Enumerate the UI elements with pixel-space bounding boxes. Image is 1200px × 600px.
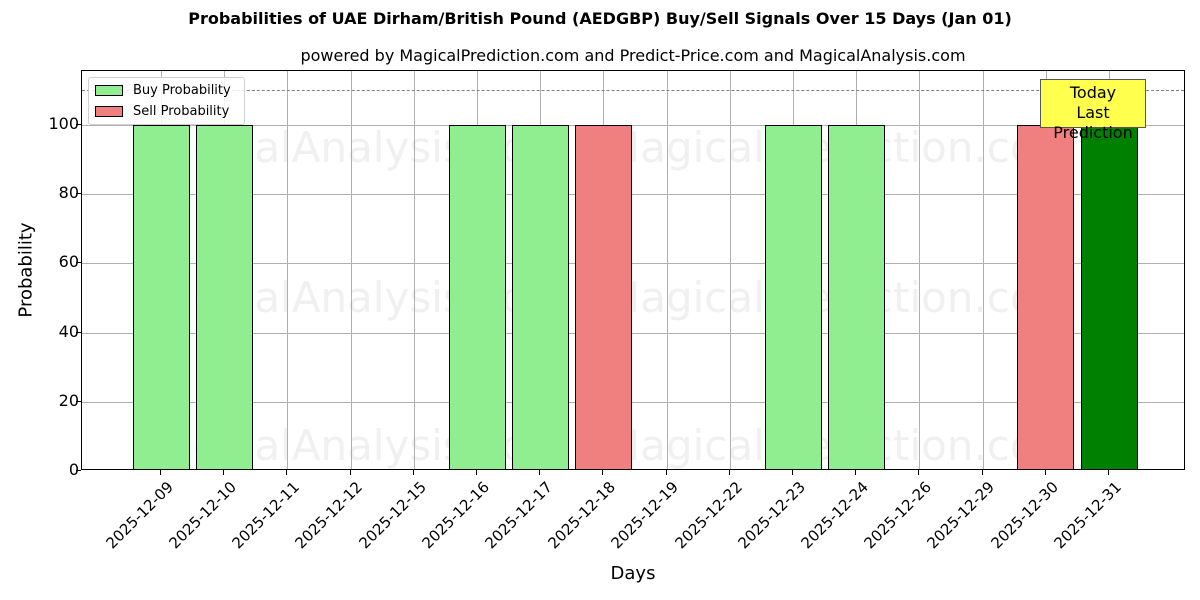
x-tick-label: 2025-12-09 xyxy=(102,478,177,553)
x-tick-mark xyxy=(412,470,414,475)
x-tick-label: 2025-12-30 xyxy=(987,478,1062,553)
buy-bar xyxy=(511,125,569,469)
y-tick-label: 0 xyxy=(68,460,79,479)
grid-line-h xyxy=(82,401,1184,403)
grid-line-v xyxy=(287,71,289,469)
x-tick-label: 2025-12-10 xyxy=(165,478,240,553)
legend-label-sell: Sell Probability xyxy=(133,104,230,119)
x-tick-label: 2025-12-18 xyxy=(544,478,620,553)
x-tick-mark xyxy=(160,470,161,475)
legend-item-buy: Buy Probability xyxy=(95,83,231,98)
buy-bar xyxy=(1080,125,1138,469)
grid-line-v xyxy=(666,71,668,469)
reference-line xyxy=(82,90,1184,92)
plot-area: MagicalAnalysis.comMagicalPrediction.com… xyxy=(81,70,1185,470)
x-tick-mark xyxy=(349,470,351,475)
legend-label-buy: Buy Probability xyxy=(133,83,231,98)
x-tick-label: 2025-12-17 xyxy=(481,478,556,553)
buy-swatch-icon xyxy=(95,85,123,96)
y-tick-mark xyxy=(76,124,81,125)
buy-bar xyxy=(195,125,253,469)
annotation-line-1: Today xyxy=(1069,83,1117,102)
chart-title: Probabilities of UAE Dirham/British Poun… xyxy=(188,9,1012,28)
x-tick-mark xyxy=(1108,470,1109,475)
x-tick-mark xyxy=(1044,470,1046,475)
x-tick-mark xyxy=(665,470,667,475)
x-tick-label: 2025-12-16 xyxy=(418,478,493,553)
sell-swatch-icon xyxy=(95,106,123,117)
legend-item-sell: Sell Probability xyxy=(95,104,229,119)
y-tick-mark xyxy=(76,400,81,402)
y-tick-mark xyxy=(76,331,81,333)
y-tick-label: 20 xyxy=(58,390,79,410)
grid-line-v xyxy=(413,71,415,469)
buy-bar xyxy=(448,125,506,469)
x-tick-mark xyxy=(223,470,225,475)
x-tick-label: 2025-12-26 xyxy=(860,478,936,553)
x-tick-label: 2025-12-15 xyxy=(355,478,430,553)
annotation-line-2: Last Prediction xyxy=(1053,103,1133,142)
x-tick-label: 2025-12-31 xyxy=(1050,478,1125,553)
y-tick-label: 40 xyxy=(58,321,79,341)
y-tick-mark xyxy=(76,193,81,195)
x-tick-mark xyxy=(792,470,793,475)
x-axis-label: Days xyxy=(610,563,656,584)
x-tick-mark xyxy=(539,470,541,475)
x-tick-label: 2025-12-12 xyxy=(291,478,367,553)
x-tick-label: 2025-12-11 xyxy=(228,478,304,553)
grid-line-h xyxy=(82,194,1184,196)
grid-line-v xyxy=(982,71,984,469)
x-tick-mark xyxy=(728,470,730,475)
x-tick-mark xyxy=(981,470,983,475)
y-tick-mark xyxy=(76,470,81,471)
x-tick-label: 2025-12-23 xyxy=(734,478,809,553)
sell-bar xyxy=(1017,125,1075,469)
chart-subtitle: powered by MagicalPrediction.com and Pre… xyxy=(300,46,966,65)
y-axis-label: Probability xyxy=(15,222,37,318)
grid-line-h xyxy=(82,125,1184,126)
grid-line-h xyxy=(82,332,1184,334)
x-tick-mark xyxy=(476,470,477,475)
y-tick-mark xyxy=(76,262,81,264)
grid-line-h xyxy=(82,263,1184,265)
x-tick-label: 2025-12-24 xyxy=(797,478,872,553)
buy-bar xyxy=(827,125,885,469)
grid-line-v xyxy=(350,71,352,469)
sell-bar xyxy=(574,125,632,469)
buy-bar xyxy=(764,125,822,469)
legend: Buy Probability Sell Probability xyxy=(88,77,245,125)
y-tick-label: 100 xyxy=(48,114,79,133)
x-tick-mark xyxy=(286,470,288,475)
buy-bar xyxy=(132,125,190,469)
x-tick-mark xyxy=(602,470,604,475)
x-tick-mark xyxy=(855,470,857,475)
grid-line-v xyxy=(919,71,921,469)
x-tick-mark xyxy=(918,470,920,475)
y-tick-label: 60 xyxy=(58,252,79,272)
y-tick-label: 80 xyxy=(58,183,79,203)
x-tick-label: 2025-12-22 xyxy=(671,478,746,553)
x-tick-label: 2025-12-19 xyxy=(607,478,683,553)
x-tick-label: 2025-12-29 xyxy=(923,478,999,553)
grid-line-v xyxy=(729,71,731,469)
today-annotation: Today Last Prediction xyxy=(1040,79,1146,142)
